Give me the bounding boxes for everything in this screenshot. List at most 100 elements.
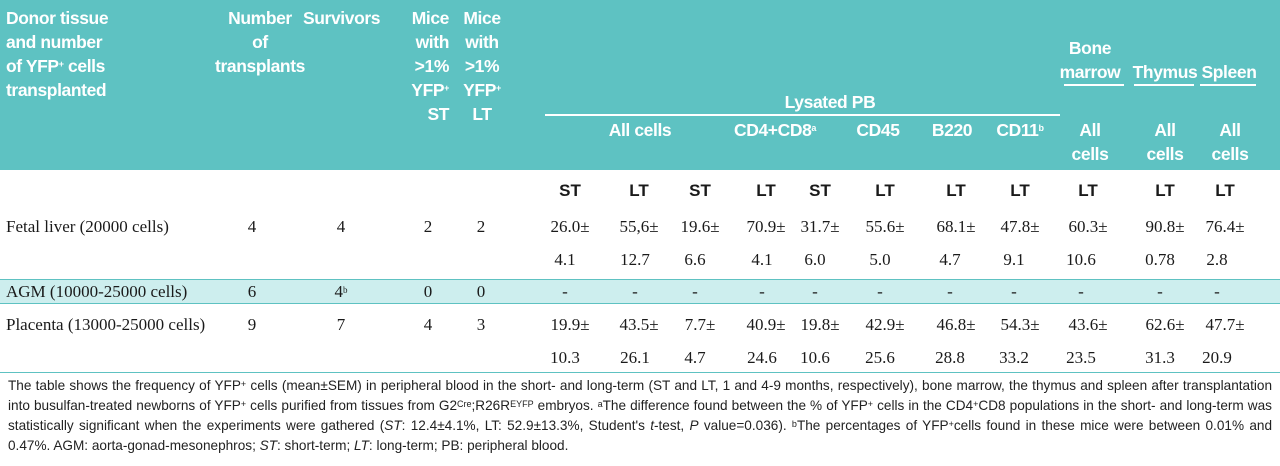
cell-value: 70.9±: [746, 217, 786, 236]
cell-value: 43.5±: [619, 315, 659, 334]
table-row-agm-band: [0, 280, 1280, 303]
cell-error: 10.6: [1066, 250, 1096, 269]
header-spleen-all-cells: All cells: [1211, 120, 1249, 164]
subheader-cell: LT: [629, 181, 649, 200]
cell-error: 0.78: [1145, 250, 1175, 269]
cell-value: -: [759, 282, 765, 301]
subheader-cell: LT: [946, 181, 966, 200]
subheader-cell: LT: [875, 181, 895, 200]
cell-value: 55,6±: [619, 217, 659, 236]
cell-value: 19.9±: [550, 315, 590, 334]
subheader-cell: ST: [689, 181, 711, 200]
cell-error: 23.5: [1066, 348, 1096, 367]
subheader-cell: LT: [1215, 181, 1235, 200]
cell-error: 5.0: [869, 250, 891, 269]
cell-error: 33.2: [999, 348, 1029, 367]
cell-error: 6.6: [684, 250, 706, 269]
cell-value: 19.6±: [680, 217, 720, 236]
cell-mice-lt: 3: [476, 315, 486, 334]
header-cd45: CD45: [856, 120, 900, 140]
cell-value: 62.6±: [1145, 315, 1185, 334]
cell-value: 19.8±: [800, 315, 840, 334]
header-transplants: Number of transplants: [215, 8, 305, 76]
cell-value: -: [632, 282, 638, 301]
cell-value: -: [692, 282, 698, 301]
cell-error: 20.9: [1202, 348, 1232, 367]
cell-error: 10.6: [800, 348, 830, 367]
cell-value: 40.9±: [746, 315, 786, 334]
subheader-cell: ST: [809, 181, 831, 200]
header-mice-lt: Mice with >1% YFP+ LT: [463, 8, 501, 124]
cell-error: 2.8: [1206, 250, 1228, 269]
cell-value: 60.3±: [1068, 217, 1108, 236]
cell-transplants: 9: [247, 315, 257, 334]
header-cd4cd8: CD4+CD8a: [733, 120, 817, 140]
cell-error: 4.7: [939, 250, 961, 269]
cell-value: -: [1157, 282, 1163, 301]
header-bone-marrow: Bone marrow: [1059, 38, 1121, 82]
row-divider: [0, 303, 1280, 304]
header-thymus: Thymus: [1132, 62, 1198, 82]
cell-value: -: [877, 282, 883, 301]
cell-value: -: [1078, 282, 1084, 301]
cell-value: -: [947, 282, 953, 301]
cell-value: 43.6±: [1068, 315, 1108, 334]
header-cd11: CD11b: [996, 120, 1044, 140]
row-label: AGM (10000-25000 cells): [6, 282, 188, 301]
cell-value: 68.1±: [936, 217, 976, 236]
header-spleen: Spleen: [1201, 62, 1257, 82]
cell-value: 90.8±: [1145, 217, 1185, 236]
header-bm-all-cells: All cells: [1071, 120, 1109, 164]
cell-value: -: [562, 282, 568, 301]
cell-survivors: 4b: [334, 282, 348, 301]
subheader-cell: ST: [559, 181, 581, 200]
cell-value: 55.6±: [865, 217, 905, 236]
cell-error: 10.3: [550, 348, 580, 367]
cell-error: 4.1: [751, 250, 773, 269]
cell-value: -: [1214, 282, 1220, 301]
cell-mice-st: 4: [423, 315, 433, 334]
header-donor: Donor tissue and number of YFP+ cells tr…: [6, 8, 109, 100]
cell-mice-st: 0: [423, 282, 433, 301]
header-rule-spleen: [1200, 84, 1256, 86]
cell-value: 26.0±: [550, 217, 590, 236]
cell-error: 25.6: [865, 348, 895, 367]
cell-error: 24.6: [747, 348, 777, 367]
cell-value: 47.8±: [1000, 217, 1040, 236]
cell-transplants: 6: [247, 282, 257, 301]
cell-value: 46.8±: [936, 315, 976, 334]
subheader-cell: LT: [1010, 181, 1030, 200]
header-mice-st: Mice with >1% YFP+ ST: [411, 8, 449, 124]
cell-error: 6.0: [804, 250, 826, 269]
cell-mice-lt: 2: [476, 217, 486, 236]
cell-value: 42.9±: [865, 315, 905, 334]
cell-mice-st: 2: [423, 217, 433, 236]
cell-error: 26.1: [620, 348, 650, 367]
header-all-cells: All cells: [608, 120, 672, 140]
cell-value: -: [1011, 282, 1017, 301]
header-rule-lysated: [545, 114, 1060, 116]
table-bottom-rule: [0, 372, 1280, 373]
cell-value: -: [812, 282, 818, 301]
cell-value: 47.7±: [1205, 315, 1245, 334]
cell-value: 31.7±: [800, 217, 840, 236]
cell-error: 9.1: [1003, 250, 1025, 269]
cell-value: 7.7±: [684, 315, 716, 334]
cell-value: 54.3±: [1000, 315, 1040, 334]
cell-survivors: 4: [336, 217, 346, 236]
subheader-cell: LT: [1078, 181, 1098, 200]
header-thymus-all-cells: All cells: [1146, 120, 1184, 164]
cell-error: 31.3: [1145, 348, 1175, 367]
table-footnote: The table shows the frequency of YFP+ ce…: [8, 378, 1273, 453]
header-rule-thymus: [1134, 84, 1194, 86]
cell-error: 12.7: [620, 250, 650, 269]
subheader-cell: LT: [1155, 181, 1175, 200]
row-divider: [0, 279, 1280, 280]
header-rule-bm: [1064, 84, 1124, 86]
row-label: Fetal liver (20000 cells): [6, 217, 169, 236]
cell-value: 76.4±: [1205, 217, 1245, 236]
cell-error: 28.8: [935, 348, 965, 367]
header-lysated-pb: Lysated PB: [784, 92, 876, 112]
header-b220: B220: [931, 120, 973, 140]
cell-survivors: 7: [336, 315, 346, 334]
